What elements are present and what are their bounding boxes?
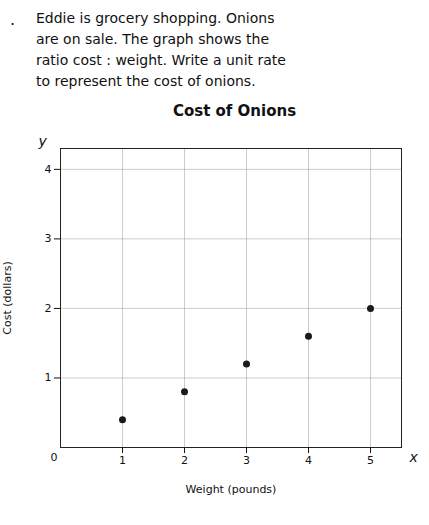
html-text:are on sale. The graph shows t: are on sale. The graph shows the: [36, 31, 270, 47]
svg-text:4: 4: [45, 163, 52, 176]
svg-text:x: x: [409, 449, 419, 465]
svg-text:4: 4: [305, 454, 312, 467]
svg-text:1: 1: [45, 371, 52, 384]
svg-text:2: 2: [181, 454, 188, 467]
html-text:ratio cost : weight. Write a u: ratio cost : weight. Write a unit rate: [36, 52, 286, 68]
svg-text:Cost (dollars): Cost (dollars): [1, 261, 14, 334]
svg-text:1: 1: [119, 454, 126, 467]
svg-text:5: 5: [367, 454, 374, 467]
html-text:Cost of Onions: Cost of Onions: [172, 102, 297, 120]
svg-text:3: 3: [45, 232, 52, 245]
html-text:Eddie is grocery shopping. Oni: Eddie is grocery shopping. Onions: [36, 10, 275, 26]
html-text:to represent the cost of onion: to represent the cost of onions.: [36, 73, 256, 89]
svg-text:0: 0: [51, 451, 58, 464]
svg-text:Weight (pounds): Weight (pounds): [186, 483, 277, 496]
svg-text:2: 2: [45, 302, 52, 315]
svg-text:y: y: [38, 133, 48, 149]
svg-text:3: 3: [243, 454, 250, 467]
